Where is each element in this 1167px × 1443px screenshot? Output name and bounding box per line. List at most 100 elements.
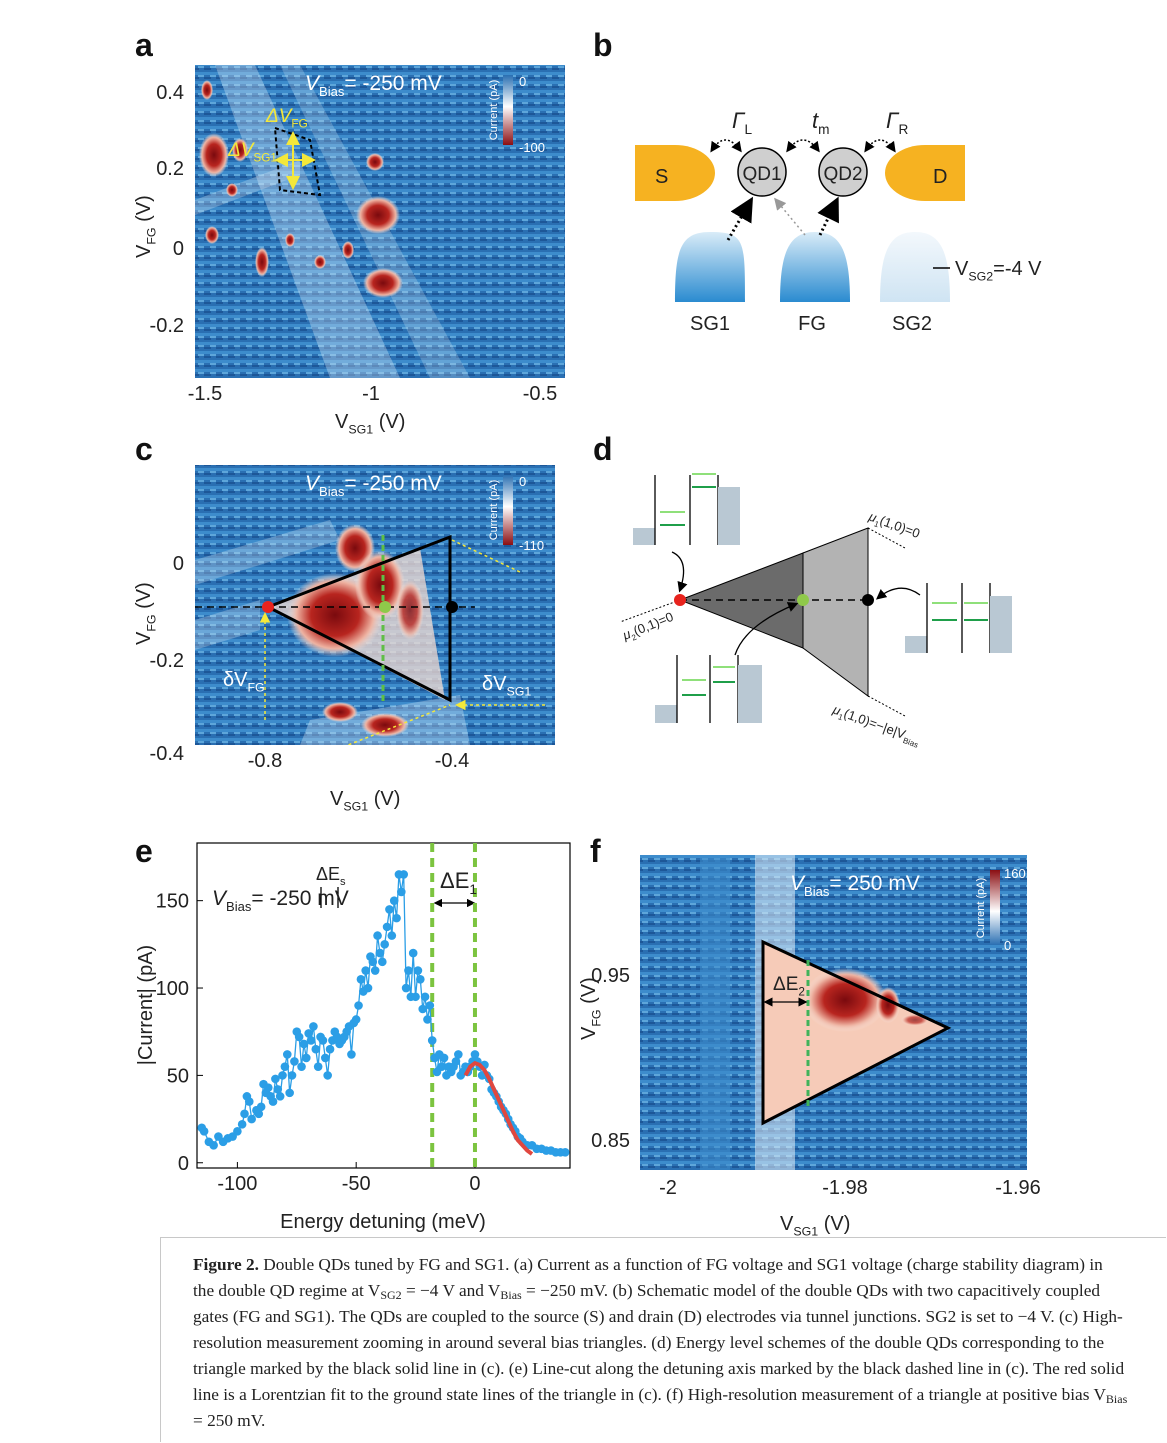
data-point	[414, 966, 423, 975]
dot-label: QD1	[742, 164, 781, 185]
gate-label: SG2	[892, 313, 932, 335]
caption-label: Figure 2.	[193, 1255, 259, 1274]
text-part: =-4 V	[993, 258, 1042, 280]
text-part: (V)	[133, 582, 155, 614]
y-axis-label: |Current| (pA)	[135, 945, 157, 1065]
colorbar-tick: -100	[519, 140, 545, 155]
data-point	[309, 1022, 318, 1031]
y-tick-label: 0	[173, 238, 184, 260]
text-part: δV	[223, 669, 248, 691]
x-tick-label: -0.8	[248, 750, 282, 772]
data-point	[411, 992, 420, 1001]
colorbar-tick: 0	[519, 74, 526, 89]
colorbar-title: Current (pA)	[488, 80, 500, 141]
data-point	[314, 1062, 323, 1071]
x-axis-label: VSG1 (V)	[335, 411, 405, 437]
x-axis-label: VSG1 (V)	[330, 788, 400, 814]
text-part: s	[340, 876, 346, 888]
data-point	[288, 1071, 297, 1080]
text-part: (1,0)=−|e|V	[842, 706, 908, 742]
data-point	[423, 1015, 432, 1024]
x-tick-label: -1.96	[995, 1177, 1041, 1199]
text-part: 2	[798, 985, 805, 998]
annotation: ΔEs	[316, 864, 346, 888]
gate-label: FG	[798, 313, 826, 335]
text-part: (V)	[368, 788, 400, 810]
data-point	[392, 914, 401, 923]
text-part: (V)	[133, 195, 155, 227]
data-point	[302, 1054, 311, 1063]
x-tick-label: -2	[659, 1177, 677, 1199]
text-part: 1	[469, 882, 477, 897]
x-tick-label: -1	[362, 383, 380, 405]
panel-label: f	[590, 833, 601, 869]
data-point	[352, 1015, 361, 1024]
data-point	[311, 1045, 320, 1054]
y-axis-label: VFG (V)	[578, 977, 604, 1040]
text-part: ΔE	[440, 868, 469, 893]
y-axis-label: VFG (V)	[133, 582, 159, 645]
text-part: SG1	[348, 423, 373, 437]
colorbar-tick: 0	[1004, 938, 1011, 953]
colorbar-title: Current (pA)	[975, 878, 987, 939]
data-point	[321, 1054, 330, 1063]
data-point	[369, 958, 378, 967]
text-part: = -250 mV	[344, 472, 441, 495]
text-part: m	[818, 122, 829, 137]
data-point	[373, 931, 382, 940]
heatmap-c	[195, 465, 555, 758]
text-part: Bias	[319, 84, 345, 99]
data-point	[390, 896, 399, 905]
drain-label: D	[933, 166, 947, 188]
x-tick-label: -1.98	[822, 1177, 868, 1199]
line-label: μ1(1,0)=0	[865, 508, 922, 543]
text-part: SG2	[968, 270, 993, 284]
text-part: (1,0)=0	[878, 513, 922, 541]
text-part: ΔE	[773, 974, 798, 995]
dot-label: QD2	[823, 164, 862, 185]
data-point	[383, 923, 392, 932]
page: { "panel_a": {"label": "a", "bias": ["V"…	[0, 0, 1167, 1443]
data-point	[319, 1036, 328, 1045]
panel-label: e	[135, 833, 153, 869]
x-tick-label: -0.4	[435, 750, 469, 772]
data-point	[264, 1083, 273, 1092]
colorbar-tick: 160	[1004, 866, 1026, 881]
data-point	[354, 1001, 363, 1010]
panel-label: d	[593, 431, 613, 467]
data-point	[281, 1062, 290, 1071]
colorbar-title: Current (pA)	[488, 480, 500, 541]
y-tick-label: 100	[156, 978, 189, 1000]
x-axis-label: Energy detuning (meV)	[280, 1211, 486, 1233]
text-part: = 250 mV	[829, 872, 919, 895]
text-part: FG	[590, 1009, 604, 1026]
text-part: V	[780, 1213, 794, 1235]
text-part: V	[955, 258, 969, 280]
colorbar-tick: 0	[519, 474, 526, 489]
y-tick-label: 0.4	[156, 82, 184, 104]
data-point	[416, 975, 425, 984]
data-point	[200, 1127, 209, 1136]
caption-text: SG2	[380, 1288, 401, 1302]
panel-label: a	[135, 27, 153, 63]
data-point	[454, 1050, 463, 1059]
panel-label: c	[135, 431, 153, 467]
text-part: ΔV	[265, 106, 294, 127]
data-point	[323, 1071, 332, 1080]
caption-text: Bias	[1106, 1392, 1127, 1406]
text-part: V	[335, 411, 349, 433]
text-part: R	[899, 122, 909, 137]
y-tick-label: 150	[156, 891, 189, 913]
y-tick-label: -0.2	[150, 315, 184, 337]
data-point	[428, 1036, 437, 1045]
x-axis-label: VSG1 (V)	[780, 1213, 850, 1237]
gate-label: SG1	[690, 313, 730, 335]
x-tick-label: -50	[342, 1173, 371, 1195]
caption: Figure 2. Double QDs tuned by FG and SG1…	[193, 1252, 1128, 1434]
colorbar-tick: -110	[519, 538, 544, 553]
data-point	[278, 1071, 287, 1080]
data-point	[426, 1001, 435, 1010]
text-part: FG	[291, 117, 307, 130]
data-point	[276, 1092, 285, 1101]
text-part: V	[133, 631, 155, 645]
